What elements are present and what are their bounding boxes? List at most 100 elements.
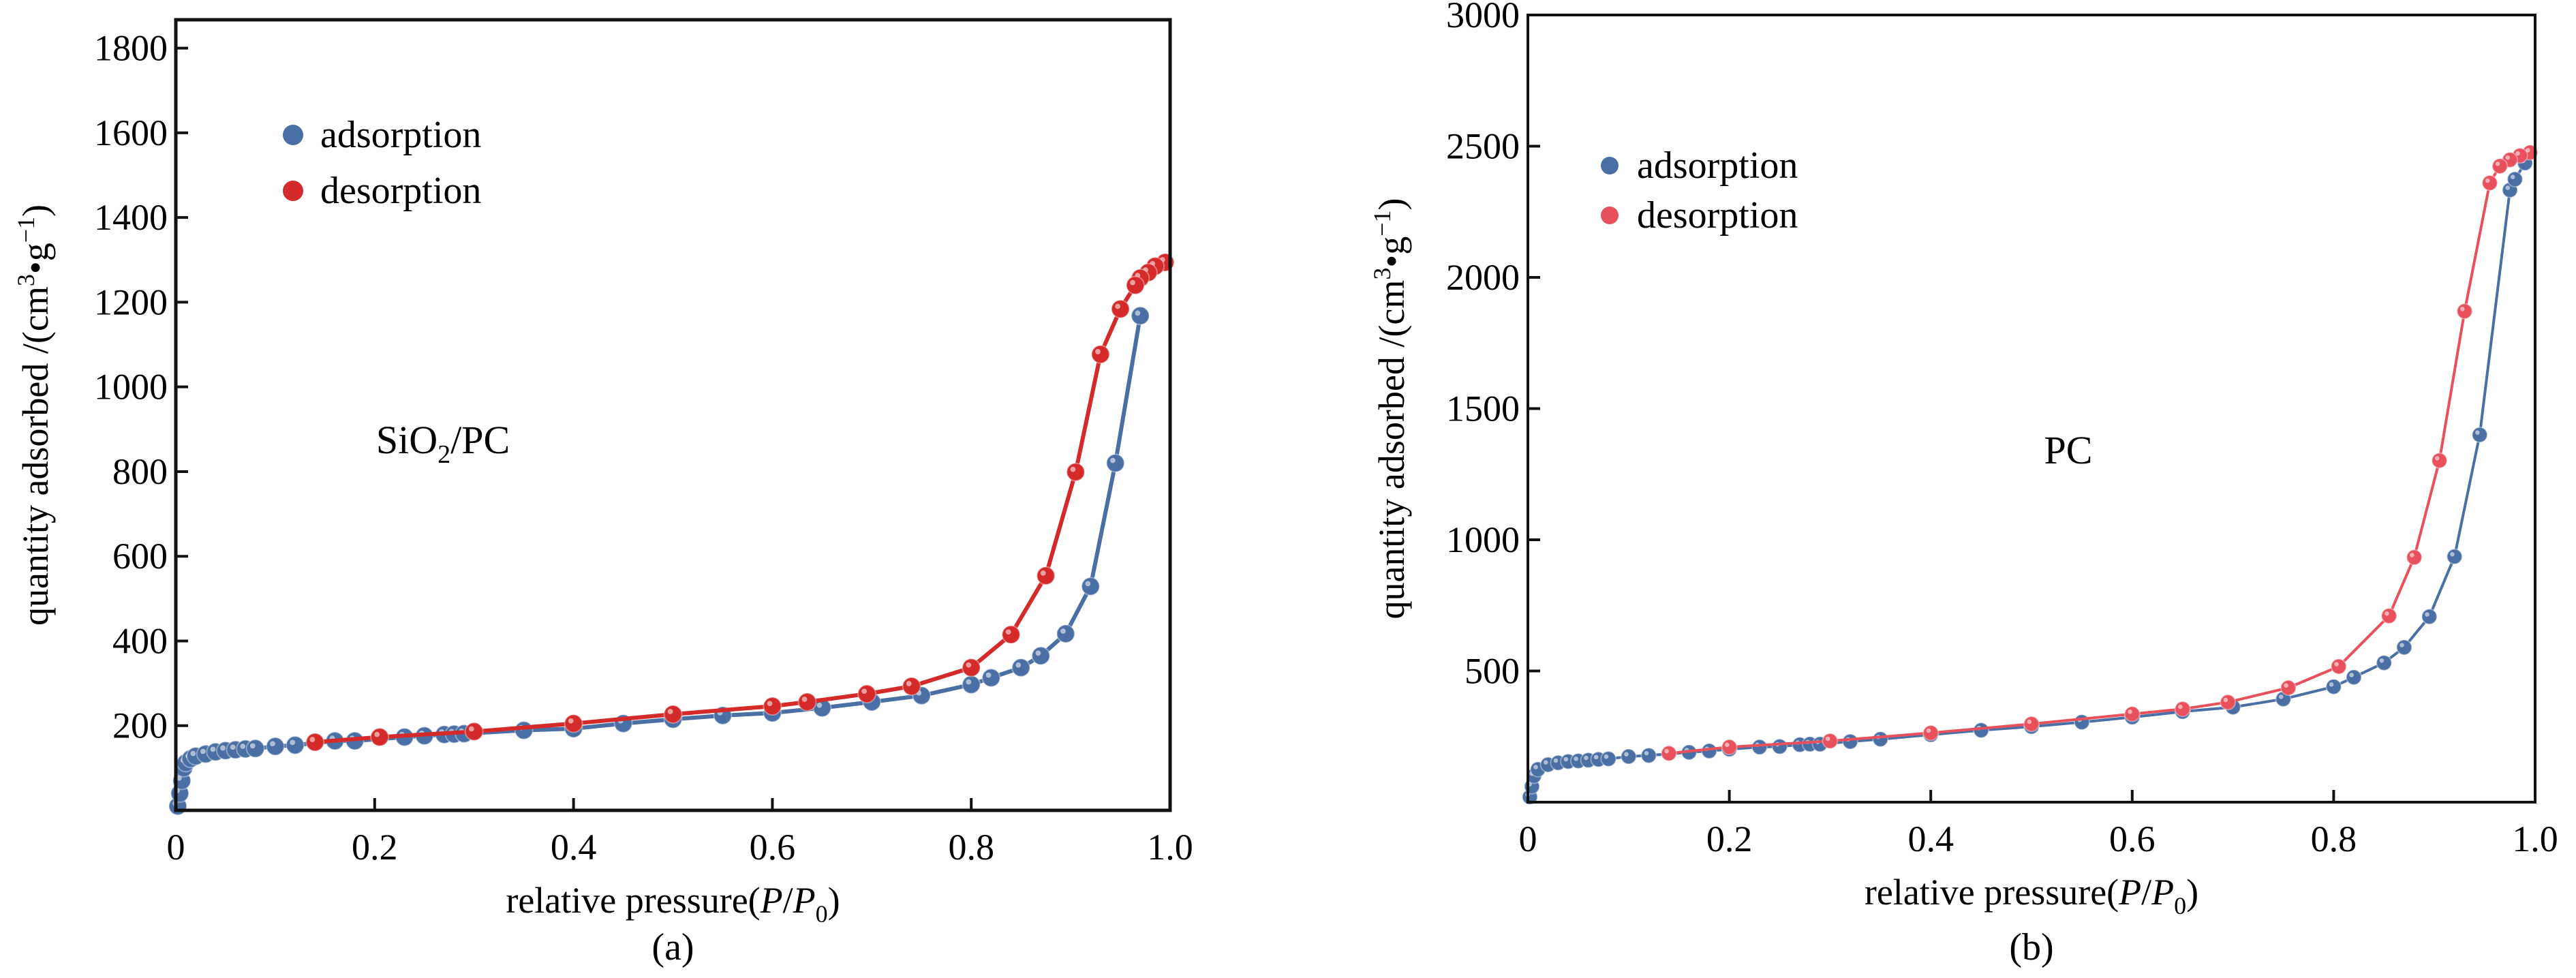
data-point-desorption [2174, 701, 2191, 718]
data-point-adsorption [2421, 608, 2438, 625]
data-point-highlight [861, 688, 868, 694]
data-point-desorption [564, 714, 583, 733]
data-point-highlight [468, 726, 474, 732]
y-tick-label: 1000 [1446, 519, 1520, 560]
data-point-desorption [1721, 739, 1738, 756]
y-tick-label: 1200 [94, 281, 168, 322]
y-tick-label: 200 [112, 705, 168, 746]
annotation-rest: /PC [450, 418, 510, 462]
data-point-desorption [370, 727, 390, 747]
data-point-highlight [1604, 754, 1609, 759]
data-point-highlight [1553, 758, 1559, 763]
data-point-highlight [220, 745, 226, 751]
data-point-highlight [1725, 742, 1730, 748]
y-tick-label: 500 [1465, 651, 1520, 692]
data-point-highlight [1574, 756, 1578, 761]
data-point-highlight [1533, 765, 1538, 769]
data-point-highlight [1130, 279, 1135, 286]
chart-b-y-axis-title: quantity adsorbed /(cm3•g−1) [1368, 198, 1412, 619]
ylabel-g: g [1371, 236, 1412, 255]
data-point-desorption [1125, 275, 1145, 295]
data-point-highlight [2515, 151, 2520, 156]
data-point-highlight [1926, 728, 1931, 733]
xlabel-p0: P [2151, 872, 2174, 913]
data-point-highlight [190, 750, 196, 757]
data-point-highlight [667, 709, 673, 714]
data-point-highlight [2459, 307, 2465, 311]
data-point-desorption [902, 676, 921, 696]
x-tick-label: 0.6 [2109, 819, 2156, 859]
data-point-adsorption [1620, 748, 1637, 765]
chart-b: 500 1000 1500 2000 2500 3000 0 0.2 0.4 0.6 0.8 1.0… [1368, 0, 2558, 968]
data-point-desorption [305, 732, 325, 752]
data-point-highlight [1015, 662, 1022, 668]
y-tick-label: 2500 [1446, 126, 1520, 167]
data-point-highlight [309, 737, 316, 742]
data-point-highlight [270, 741, 275, 747]
data-point-desorption [2431, 452, 2448, 469]
chart-b-series [1521, 144, 2539, 806]
data-point-highlight [1644, 750, 1649, 756]
data-point-highlight [290, 739, 296, 746]
chart-a-series [168, 253, 1175, 816]
data-point-highlight [985, 672, 992, 678]
chart-a-x-axis-title: relative pressure(P/P0) [506, 880, 840, 928]
data-point-highlight [1095, 349, 1101, 354]
data-point-highlight [1005, 629, 1011, 635]
data-point-desorption [2406, 549, 2423, 566]
data-point-highlight [816, 702, 823, 708]
data-point-desorption [797, 692, 817, 712]
data-point-highlight [230, 744, 236, 750]
data-point-adsorption [2471, 427, 2488, 443]
x-tick-label: 0 [167, 827, 185, 868]
data-point-highlight [2505, 185, 2511, 190]
data-point-highlight [2399, 643, 2404, 647]
data-point-highlight [2450, 552, 2455, 557]
x-tick-label: 0.4 [1907, 819, 1954, 859]
data-point-highlight [1825, 736, 1830, 742]
data-point-highlight [2128, 709, 2132, 714]
ylabel-supm1: −1 [12, 217, 40, 243]
data-point-highlight [2349, 673, 2354, 677]
data-point-highlight [2495, 162, 2500, 166]
chart-a-legend: adsorption desorption [283, 114, 481, 212]
data-point-adsorption [1131, 306, 1150, 326]
ylabel-sup3: 3 [1368, 268, 1396, 280]
data-point-desorption [2380, 607, 2397, 624]
y-tick-label: 1600 [94, 112, 168, 153]
y-tick-label: 400 [112, 620, 168, 661]
data-point-highlight [966, 662, 972, 668]
series-line-desorption [315, 260, 1166, 744]
y-tick-label: 800 [112, 451, 168, 492]
legend-adsorption-label: adsorption [1637, 144, 1798, 187]
ylabel-main: quantity adsorbed /(cm [1371, 280, 1412, 620]
data-point-highlight [2334, 662, 2339, 667]
legend-desorption-marker [283, 181, 303, 201]
data-point-desorption [663, 704, 683, 724]
legend-desorption-label: desorption [1637, 194, 1798, 236]
xlabel-close: ) [828, 880, 840, 921]
series-line-adsorption [1528, 162, 2526, 797]
y-tick-label: 3000 [1446, 0, 1520, 35]
data-point-adsorption [1841, 733, 1858, 750]
data-point-highlight [2379, 658, 2385, 663]
legend-adsorption-marker [283, 125, 303, 145]
data-point-highlight [210, 746, 216, 752]
data-point-highlight [1060, 628, 1066, 634]
data-point-highlight [2485, 178, 2490, 183]
x-tick-label: 0 [1519, 819, 1537, 859]
data-point-desorption [1111, 299, 1131, 319]
data-point-desorption [1822, 733, 1839, 750]
legend-desorption-label: desorption [320, 170, 481, 212]
data-point-highlight [1115, 303, 1121, 309]
data-point-adsorption [1105, 453, 1125, 473]
data-point-adsorption [1640, 747, 1657, 764]
data-point-adsorption [2325, 678, 2342, 695]
data-point-desorption [2456, 303, 2473, 320]
chart-a-x-ticks: 0 0.2 0.4 0.6 0.8 1.0 [167, 798, 1193, 868]
data-point-desorption [2023, 716, 2040, 733]
data-point-highlight [249, 743, 256, 749]
data-point-desorption [2330, 658, 2347, 675]
x-tick-label: 0.4 [551, 827, 597, 868]
